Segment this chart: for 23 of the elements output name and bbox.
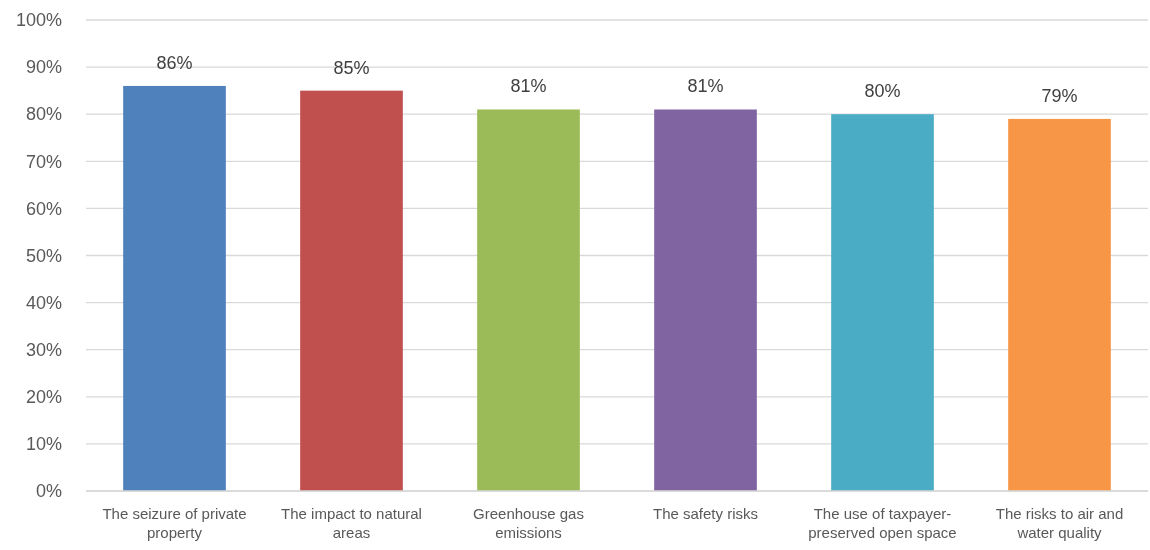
y-tick-label: 30% [25,339,62,360]
data-label: 85% [333,57,370,78]
y-tick-label: 80% [25,104,62,125]
x-tick-label: The use of taxpayer-preserved open space [808,505,957,541]
data-label: 81% [687,76,724,97]
data-label: 79% [1041,85,1078,106]
x-tick-label: The seizure of private property [102,505,247,541]
x-tick-label: The risks to air and water quality [995,505,1124,541]
y-tick-label: 100% [15,10,62,31]
x-tick-label: The impact to natural areas [281,505,422,541]
y-tick-label: 20% [25,387,62,408]
data-label: 81% [510,76,547,97]
x-tick-label: The safety risks [652,505,759,522]
y-tick-label: 50% [25,245,62,266]
data-label: 86% [156,52,193,73]
y-tick-label: 0% [35,481,62,502]
y-tick-label: 60% [25,198,62,219]
y-tick-label: 40% [25,292,62,313]
data-label: 80% [864,81,901,102]
x-tick-label: Greenhouse gas emissions [473,505,584,541]
y-tick-label: 10% [25,434,62,455]
y-tick-label: 90% [25,57,62,78]
y-tick-label: 70% [25,151,62,172]
